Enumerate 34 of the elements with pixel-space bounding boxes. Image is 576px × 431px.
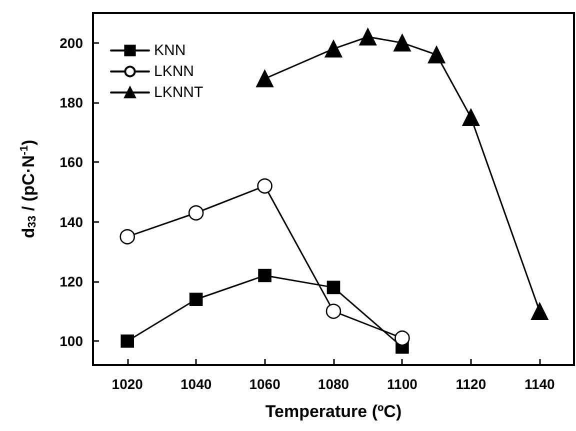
x-tick-label: 1140 — [524, 376, 556, 392]
point — [188, 205, 204, 221]
x-tick-label: 1060 — [249, 376, 281, 392]
y-tick-label: 180 — [60, 94, 84, 110]
point — [462, 108, 480, 126]
point — [530, 302, 548, 320]
point — [428, 46, 446, 64]
point — [120, 229, 136, 244]
point — [359, 28, 377, 46]
point — [258, 268, 272, 282]
point — [189, 292, 203, 306]
legend-label: LKNN — [154, 63, 194, 80]
point — [394, 330, 410, 346]
point — [257, 178, 272, 194]
x-tick-label: 1080 — [318, 376, 350, 392]
y-tick-label: 200 — [60, 34, 84, 51]
x-tick-label: 1020 — [112, 376, 144, 392]
point — [326, 280, 340, 294]
legend-label: KNN — [154, 42, 186, 59]
point — [256, 70, 274, 88]
y-axis-title: d33 / (pC·N-1) — [18, 140, 38, 238]
x-tick-label: 1120 — [456, 376, 486, 392]
x-axis-title: Temperature (ºC) — [265, 402, 402, 421]
x-tick-label: 1040 — [180, 376, 212, 392]
point — [324, 40, 342, 58]
x-tick-label: 1100 — [387, 376, 418, 392]
y-tick-label: 140 — [60, 214, 84, 230]
y-tick-label: 120 — [60, 273, 84, 290]
y-tick-label: 100 — [60, 333, 84, 350]
legend-label: LKNNT — [154, 84, 204, 101]
y-tick-label: 160 — [60, 154, 84, 170]
point — [120, 334, 134, 348]
point — [394, 34, 411, 52]
point — [326, 304, 342, 319]
